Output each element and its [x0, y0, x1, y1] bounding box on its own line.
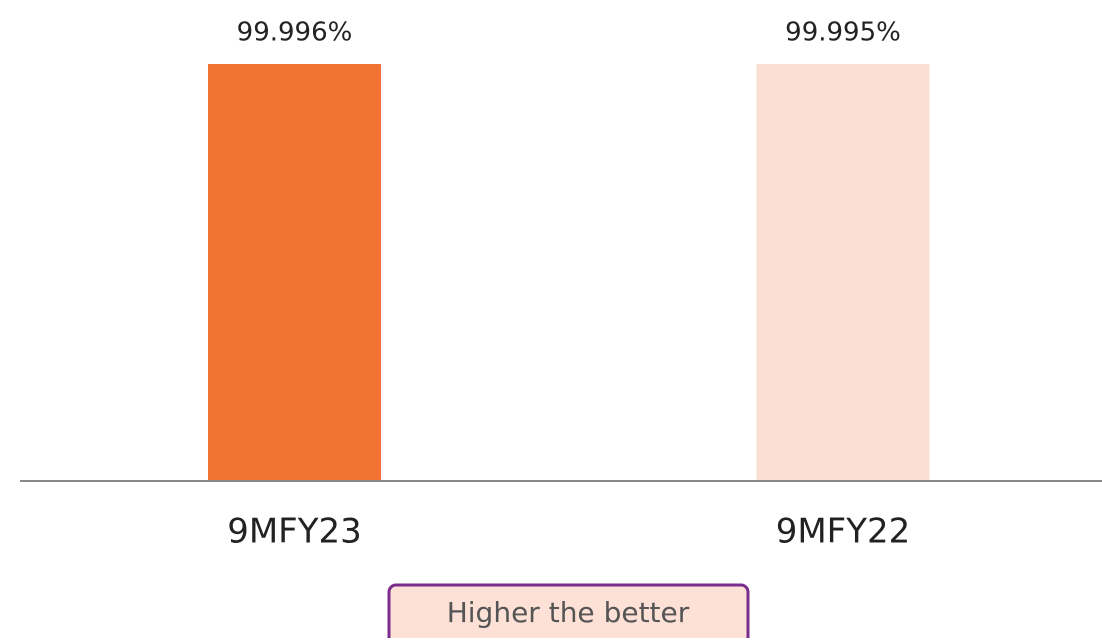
- annotation-box: [387, 583, 750, 642]
- x-tick-label: 9MFY22: [776, 512, 911, 552]
- x-tick-label: 9MFY23: [227, 512, 362, 552]
- bar: [756, 64, 930, 482]
- value-label: 99.996%: [237, 18, 353, 48]
- annotation: Higher the better: [447, 596, 690, 629]
- bar: [208, 64, 381, 482]
- value-label: 99.995%: [785, 18, 901, 48]
